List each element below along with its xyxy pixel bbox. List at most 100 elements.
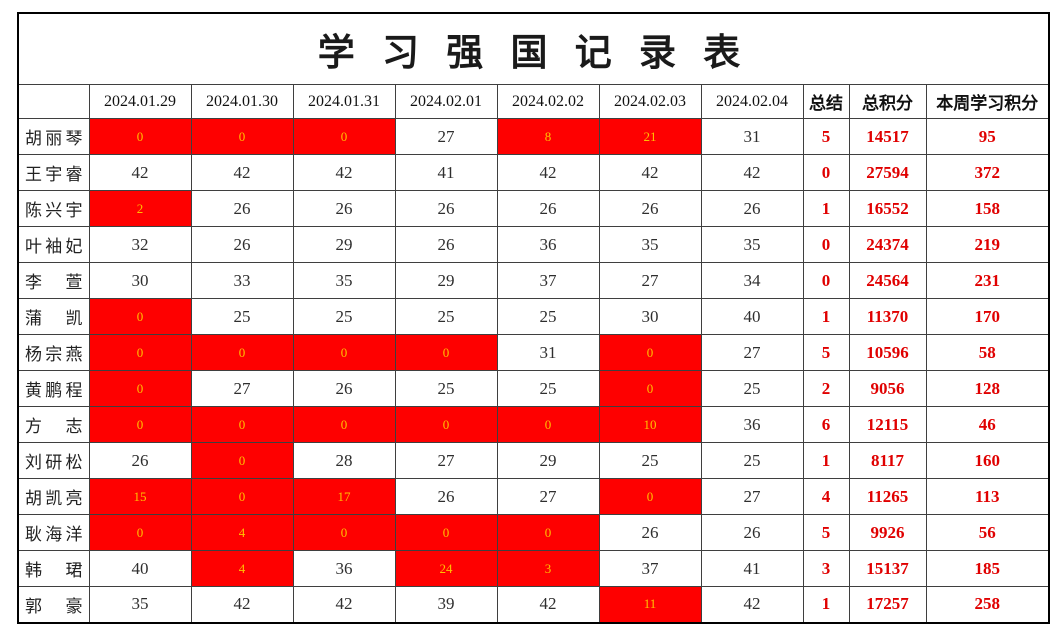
date-header-0: 2024.01.29 bbox=[88, 84, 192, 119]
daily-score: 39 bbox=[394, 586, 498, 623]
person-name: 陈兴宇 bbox=[17, 190, 90, 227]
table-row: 韩 珺 40 4 36 24 3 37 41 3 15137 185 bbox=[17, 550, 1050, 587]
daily-score: 26 bbox=[700, 514, 804, 551]
week-points: 46 bbox=[925, 406, 1050, 443]
summary-count: 1 bbox=[802, 586, 850, 623]
daily-score: 4 bbox=[190, 550, 294, 587]
title-row: 学 习 强 国 记 录 表 bbox=[17, 12, 1050, 85]
table-row: 蒲 凯 0 25 25 25 25 30 40 1 11370 170 bbox=[17, 298, 1050, 335]
daily-score: 25 bbox=[292, 298, 396, 335]
daily-score: 27 bbox=[190, 370, 294, 407]
daily-score: 40 bbox=[700, 298, 804, 335]
daily-score: 35 bbox=[598, 226, 702, 263]
total-points: 17257 bbox=[848, 586, 927, 623]
daily-score: 24 bbox=[394, 550, 498, 587]
week-points: 95 bbox=[925, 118, 1050, 155]
daily-score: 25 bbox=[598, 442, 702, 479]
daily-score: 41 bbox=[700, 550, 804, 587]
total-points: 9056 bbox=[848, 370, 927, 407]
daily-score: 0 bbox=[88, 334, 192, 371]
person-name: 胡凯亮 bbox=[17, 478, 90, 515]
table-row: 方 志 0 0 0 0 0 10 36 6 12115 46 bbox=[17, 406, 1050, 443]
daily-score: 26 bbox=[598, 514, 702, 551]
daily-score: 0 bbox=[190, 118, 294, 155]
daily-score: 36 bbox=[292, 550, 396, 587]
summary-count: 2 bbox=[802, 370, 850, 407]
page-title: 学 习 强 国 记 录 表 bbox=[17, 12, 1050, 85]
record-grid: 学 习 强 国 记 录 表 2024.01.29 2024.01.30 2024.0… bbox=[17, 12, 1051, 624]
week-points: 170 bbox=[925, 298, 1050, 335]
daily-score: 27 bbox=[496, 478, 600, 515]
date-header-1: 2024.01.30 bbox=[190, 84, 294, 119]
date-header-2: 2024.01.31 bbox=[292, 84, 396, 119]
daily-score: 0 bbox=[190, 478, 294, 515]
table-row: 胡丽琴 0 0 0 27 8 21 31 5 14517 95 bbox=[17, 118, 1050, 155]
summary-count: 0 bbox=[802, 226, 850, 263]
daily-score: 35 bbox=[700, 226, 804, 263]
daily-score: 26 bbox=[700, 190, 804, 227]
daily-score: 0 bbox=[292, 118, 396, 155]
daily-score: 26 bbox=[394, 478, 498, 515]
daily-score: 0 bbox=[598, 370, 702, 407]
total-points: 11370 bbox=[848, 298, 927, 335]
daily-score: 42 bbox=[292, 154, 396, 191]
total-points: 10596 bbox=[848, 334, 927, 371]
total-points: 27594 bbox=[848, 154, 927, 191]
daily-score: 21 bbox=[598, 118, 702, 155]
total-points: 9926 bbox=[848, 514, 927, 551]
week-points: 185 bbox=[925, 550, 1050, 587]
summary-count: 1 bbox=[802, 298, 850, 335]
daily-score: 33 bbox=[190, 262, 294, 299]
week-points: 58 bbox=[925, 334, 1050, 371]
person-name: 刘研松 bbox=[17, 442, 90, 479]
daily-score: 25 bbox=[700, 442, 804, 479]
summary-count: 5 bbox=[802, 118, 850, 155]
daily-score: 32 bbox=[88, 226, 192, 263]
daily-score: 0 bbox=[496, 406, 600, 443]
daily-score: 42 bbox=[700, 586, 804, 623]
daily-score: 37 bbox=[496, 262, 600, 299]
total-points: 16552 bbox=[848, 190, 927, 227]
corner-cell bbox=[17, 84, 90, 119]
daily-score: 29 bbox=[394, 262, 498, 299]
table-row: 胡凯亮 15 0 17 26 27 0 27 4 11265 113 bbox=[17, 478, 1050, 515]
study-record-table: 学 习 强 国 记 录 表 2024.01.29 2024.01.30 2024.0… bbox=[17, 12, 1051, 624]
person-name: 耿海洋 bbox=[17, 514, 90, 551]
daily-score: 0 bbox=[394, 514, 498, 551]
daily-score: 26 bbox=[394, 190, 498, 227]
daily-score: 37 bbox=[598, 550, 702, 587]
daily-score: 30 bbox=[88, 262, 192, 299]
daily-score: 26 bbox=[190, 226, 294, 263]
week-points: 258 bbox=[925, 586, 1050, 623]
summary-count: 6 bbox=[802, 406, 850, 443]
daily-score: 28 bbox=[292, 442, 396, 479]
total-points: 24374 bbox=[848, 226, 927, 263]
daily-score: 42 bbox=[88, 154, 192, 191]
person-name: 蒲 凯 bbox=[17, 298, 90, 335]
daily-score: 0 bbox=[88, 514, 192, 551]
daily-score: 8 bbox=[496, 118, 600, 155]
summary-header-2: 本周学习积分 bbox=[925, 84, 1050, 119]
daily-score: 26 bbox=[190, 190, 294, 227]
daily-score: 29 bbox=[292, 226, 396, 263]
date-header-5: 2024.02.03 bbox=[598, 84, 702, 119]
daily-score: 27 bbox=[394, 118, 498, 155]
week-points: 128 bbox=[925, 370, 1050, 407]
daily-score: 0 bbox=[394, 406, 498, 443]
daily-score: 29 bbox=[496, 442, 600, 479]
daily-score: 26 bbox=[496, 190, 600, 227]
daily-score: 35 bbox=[88, 586, 192, 623]
table-row: 黄鹏程 0 27 26 25 25 0 25 2 9056 128 bbox=[17, 370, 1050, 407]
daily-score: 26 bbox=[88, 442, 192, 479]
table-row: 刘研松 26 0 28 27 29 25 25 1 8117 160 bbox=[17, 442, 1050, 479]
daily-score: 26 bbox=[292, 190, 396, 227]
table-row: 耿海洋 0 4 0 0 0 26 26 5 9926 56 bbox=[17, 514, 1050, 551]
daily-score: 0 bbox=[190, 442, 294, 479]
total-points: 24564 bbox=[848, 262, 927, 299]
summary-count: 4 bbox=[802, 478, 850, 515]
table-row: 陈兴宇 2 26 26 26 26 26 26 1 16552 158 bbox=[17, 190, 1050, 227]
daily-score: 2 bbox=[88, 190, 192, 227]
person-name: 郭 豪 bbox=[17, 586, 90, 623]
daily-score: 42 bbox=[292, 586, 396, 623]
daily-score: 25 bbox=[496, 370, 600, 407]
